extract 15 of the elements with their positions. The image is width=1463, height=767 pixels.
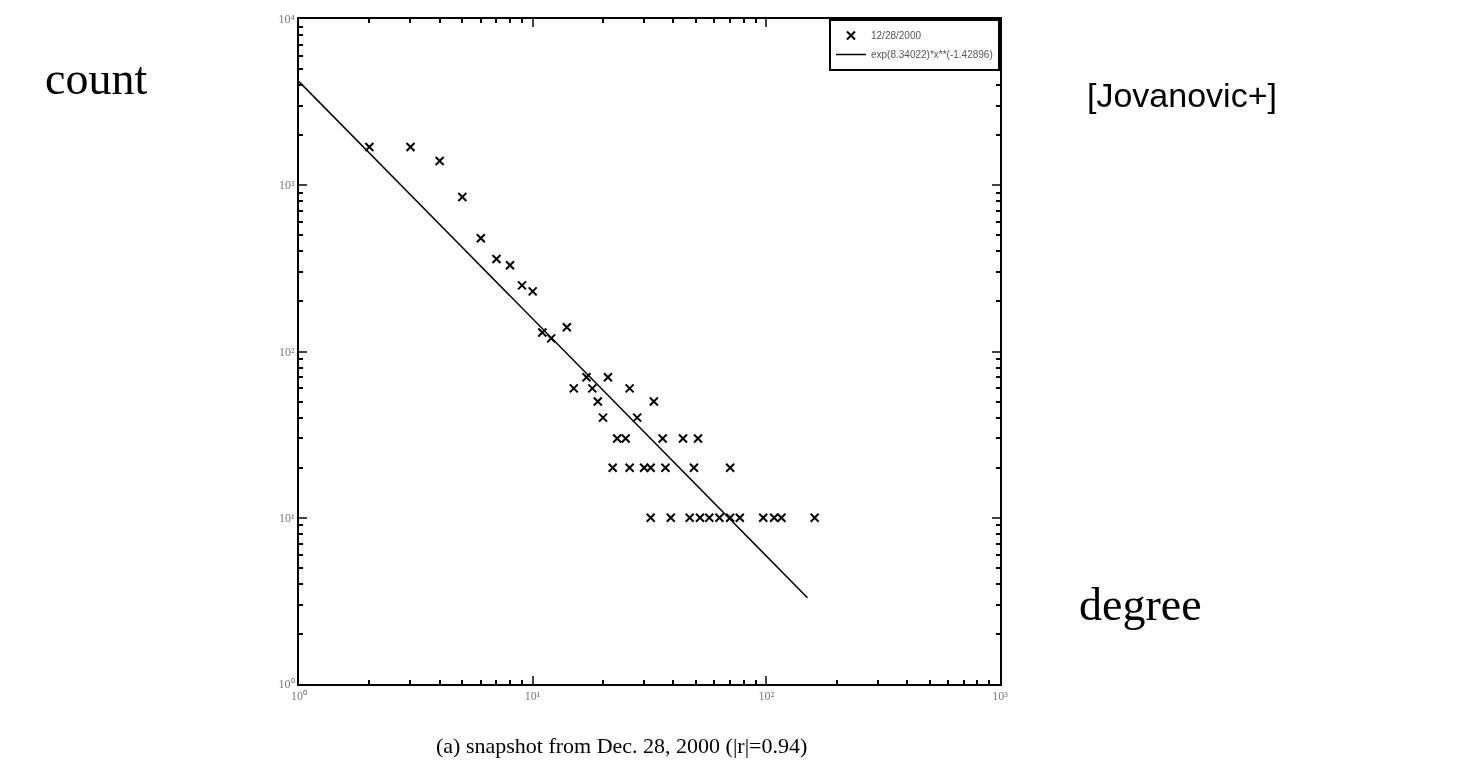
- text: count: [45, 53, 148, 104]
- y-tick-label: 10³: [278, 178, 295, 193]
- y-tick-label: 10¹: [278, 510, 295, 525]
- x-tick-label: 10²: [758, 689, 775, 704]
- x-tick-label: 10⁰: [291, 689, 307, 704]
- y-tick-label: 10⁰: [278, 677, 295, 692]
- x-tick-label: 10¹: [524, 689, 541, 704]
- y-tick-label: 10⁴: [278, 12, 295, 27]
- x-tick-label: 10³: [992, 689, 1009, 704]
- text: (a) snapshot from Dec. 28, 2000 (|r|=0.94): [436, 733, 808, 758]
- y-tick-label: 10²: [278, 344, 295, 359]
- text: [Jovanovic+]: [1087, 76, 1277, 114]
- legend-label: 12/28/2000: [871, 30, 922, 42]
- legend-label: exp(8.34022)*x**(-1.42896): [871, 49, 993, 61]
- text: degree: [1079, 579, 1202, 630]
